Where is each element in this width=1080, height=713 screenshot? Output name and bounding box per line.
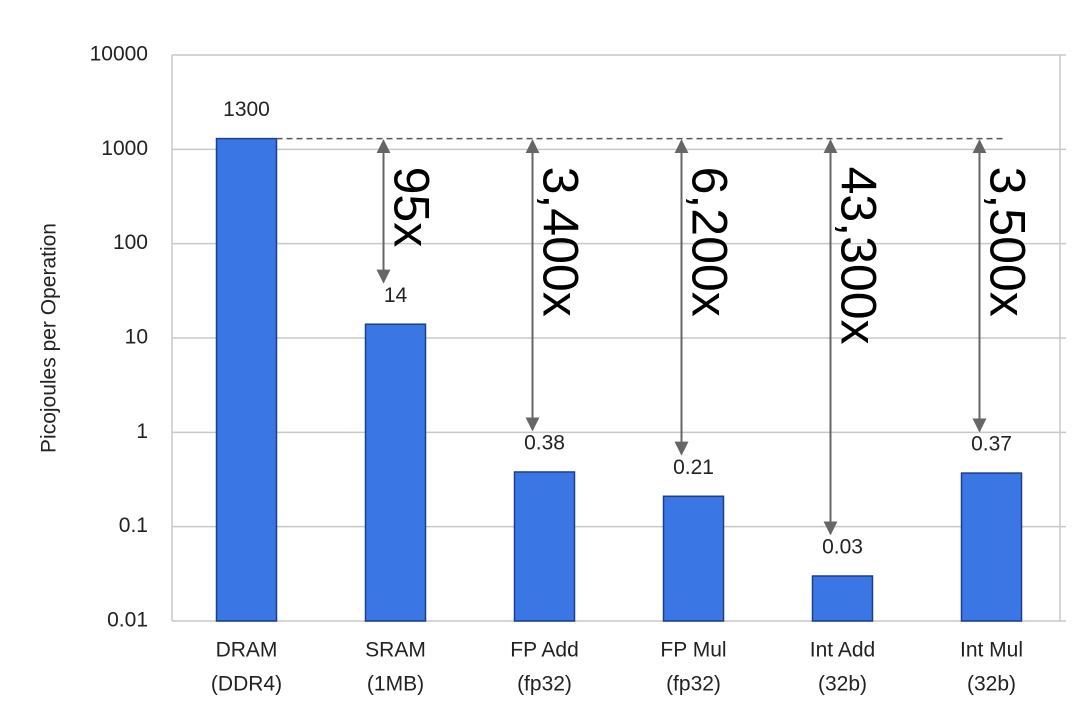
x-tick-label: (1MB) <box>367 673 424 696</box>
ratio-annotation: 95x <box>383 167 439 248</box>
x-tick-label: (fp32) <box>666 673 721 696</box>
y-tick-label: 100 <box>113 231 148 254</box>
ratio-annotation: 3,500x <box>979 167 1035 317</box>
y-tick-label: 0.1 <box>119 514 148 537</box>
value-label: 0.37 <box>971 433 1012 456</box>
value-label: 0.03 <box>822 536 863 559</box>
bar <box>215 137 278 622</box>
x-tick-label: Int Mul <box>960 639 1023 662</box>
y-axis-title: Picojoules per Operation <box>38 223 61 453</box>
bar <box>364 323 427 622</box>
value-label: 14 <box>384 284 408 307</box>
x-tick-label: (fp32) <box>517 673 572 696</box>
bar <box>662 495 725 622</box>
bar <box>513 471 576 622</box>
ratio-annotation: 43,300x <box>830 167 886 345</box>
bar <box>960 472 1023 622</box>
value-label: 1300 <box>223 98 270 121</box>
y-tick-label: 10000 <box>90 43 148 66</box>
value-label: 0.38 <box>524 432 565 455</box>
y-tick-label: 1 <box>136 420 148 443</box>
x-tick-label: FP Add <box>510 639 579 662</box>
x-tick-label: SRAM <box>365 639 426 662</box>
ratio-annotation: 6,200x <box>681 167 737 317</box>
value-label: 0.21 <box>673 456 714 479</box>
x-tick-label: (32b) <box>967 673 1016 696</box>
y-tick-label: 10 <box>125 326 148 349</box>
y-tick-label: 0.01 <box>107 609 148 632</box>
bar <box>811 575 874 622</box>
x-tick-label: FP Mul <box>660 639 726 662</box>
x-tick-label: (32b) <box>818 673 867 696</box>
x-tick-label: (DDR4) <box>211 673 282 696</box>
x-tick-label: DRAM <box>216 639 278 662</box>
ratio-annotation: 3,400x <box>532 167 588 317</box>
x-tick-label: Int Add <box>810 639 875 662</box>
y-tick-label: 1000 <box>101 137 148 160</box>
